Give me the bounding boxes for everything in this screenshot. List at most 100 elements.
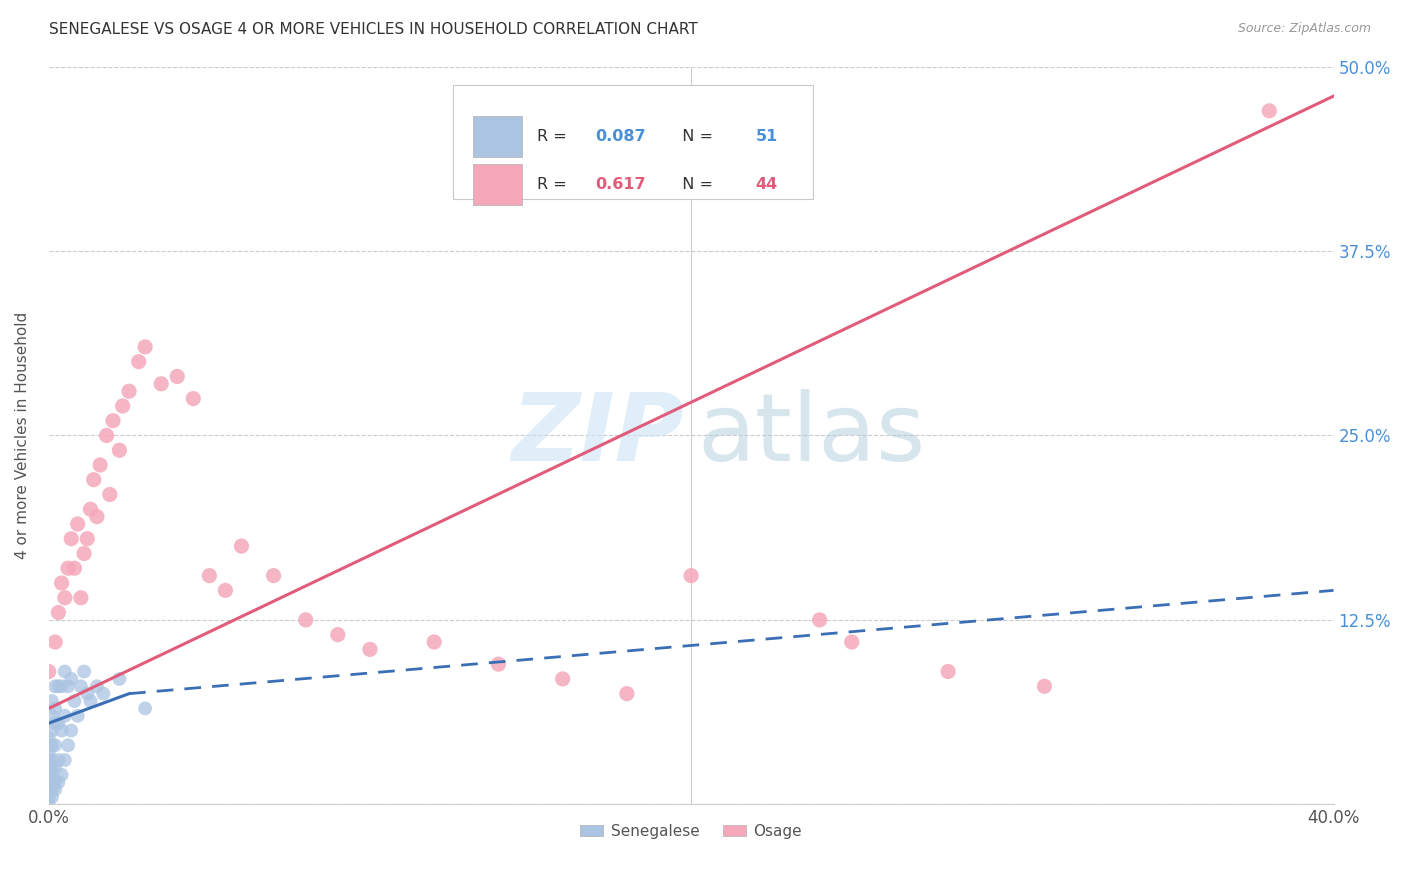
Point bbox=[423, 635, 446, 649]
Point bbox=[70, 679, 93, 693]
Point bbox=[44, 775, 66, 789]
Point bbox=[56, 679, 79, 693]
Point bbox=[41, 789, 63, 804]
Legend: Senegalese, Osage: Senegalese, Osage bbox=[574, 817, 808, 845]
Point bbox=[53, 708, 76, 723]
Point bbox=[486, 657, 509, 672]
Point bbox=[41, 723, 63, 738]
Text: SENEGALESE VS OSAGE 4 OR MORE VEHICLES IN HOUSEHOLD CORRELATION CHART: SENEGALESE VS OSAGE 4 OR MORE VEHICLES I… bbox=[49, 22, 697, 37]
Point bbox=[44, 760, 66, 774]
Text: N =: N = bbox=[672, 129, 718, 145]
Point bbox=[48, 775, 70, 789]
Point bbox=[231, 539, 253, 553]
Point bbox=[181, 392, 204, 406]
Point bbox=[38, 665, 60, 679]
Text: 0.087: 0.087 bbox=[595, 129, 645, 145]
Point bbox=[93, 687, 115, 701]
Point bbox=[73, 547, 96, 561]
Point bbox=[551, 672, 574, 686]
Point bbox=[128, 354, 150, 368]
Point bbox=[359, 642, 381, 657]
Point bbox=[86, 509, 108, 524]
Point bbox=[79, 694, 101, 708]
Y-axis label: 4 or more Vehicles in Household: 4 or more Vehicles in Household bbox=[15, 312, 30, 559]
Point bbox=[73, 665, 96, 679]
Text: 51: 51 bbox=[755, 129, 778, 145]
Point bbox=[86, 679, 108, 693]
Point bbox=[51, 679, 73, 693]
Point bbox=[48, 753, 70, 767]
Point bbox=[38, 753, 60, 767]
Text: N =: N = bbox=[672, 178, 718, 192]
Bar bbox=[472, 164, 522, 205]
Point bbox=[134, 340, 156, 354]
Point bbox=[41, 775, 63, 789]
Point bbox=[111, 399, 134, 413]
Point bbox=[79, 502, 101, 516]
Point bbox=[150, 376, 173, 391]
Point bbox=[41, 694, 63, 708]
Point bbox=[38, 746, 60, 760]
Text: 0.617: 0.617 bbox=[595, 178, 645, 192]
Point bbox=[44, 635, 66, 649]
Point bbox=[48, 716, 70, 731]
Point bbox=[48, 606, 70, 620]
Point bbox=[66, 708, 89, 723]
Point bbox=[38, 739, 60, 753]
Point bbox=[83, 473, 105, 487]
Point bbox=[38, 789, 60, 804]
Point bbox=[38, 768, 60, 782]
Point bbox=[89, 458, 111, 472]
Point bbox=[118, 384, 141, 399]
Point bbox=[41, 782, 63, 797]
Point bbox=[53, 665, 76, 679]
Text: R =: R = bbox=[537, 129, 572, 145]
Point bbox=[70, 591, 93, 605]
Text: R =: R = bbox=[537, 178, 572, 192]
Point bbox=[294, 613, 316, 627]
Point bbox=[41, 739, 63, 753]
Point bbox=[41, 753, 63, 767]
Point bbox=[51, 576, 73, 591]
Point bbox=[198, 568, 221, 582]
Text: Source: ZipAtlas.com: Source: ZipAtlas.com bbox=[1237, 22, 1371, 36]
Point bbox=[44, 739, 66, 753]
Bar bbox=[472, 116, 522, 157]
Point bbox=[38, 782, 60, 797]
Point bbox=[60, 723, 83, 738]
Point bbox=[101, 414, 124, 428]
Point bbox=[44, 782, 66, 797]
Point bbox=[76, 532, 98, 546]
Point bbox=[96, 428, 118, 442]
Point bbox=[51, 723, 73, 738]
Point bbox=[41, 768, 63, 782]
Point bbox=[263, 568, 285, 582]
Point bbox=[616, 687, 638, 701]
Point bbox=[108, 672, 131, 686]
Text: 44: 44 bbox=[755, 178, 778, 192]
Point bbox=[63, 561, 86, 575]
FancyBboxPatch shape bbox=[454, 85, 813, 200]
Point bbox=[1033, 679, 1056, 693]
Point bbox=[66, 516, 89, 531]
Point bbox=[56, 561, 79, 575]
Point bbox=[44, 679, 66, 693]
Text: ZIP: ZIP bbox=[512, 390, 685, 482]
Point bbox=[166, 369, 188, 384]
Point bbox=[841, 635, 863, 649]
Point bbox=[1258, 103, 1281, 118]
Point bbox=[53, 591, 76, 605]
Point bbox=[808, 613, 831, 627]
Point bbox=[98, 487, 121, 501]
Text: atlas: atlas bbox=[697, 390, 925, 482]
Point bbox=[56, 739, 79, 753]
Point bbox=[76, 687, 98, 701]
Point bbox=[326, 627, 349, 641]
Point bbox=[38, 731, 60, 745]
Point bbox=[38, 760, 60, 774]
Point bbox=[38, 775, 60, 789]
Point bbox=[44, 716, 66, 731]
Point bbox=[936, 665, 959, 679]
Point bbox=[60, 672, 83, 686]
Point bbox=[60, 532, 83, 546]
